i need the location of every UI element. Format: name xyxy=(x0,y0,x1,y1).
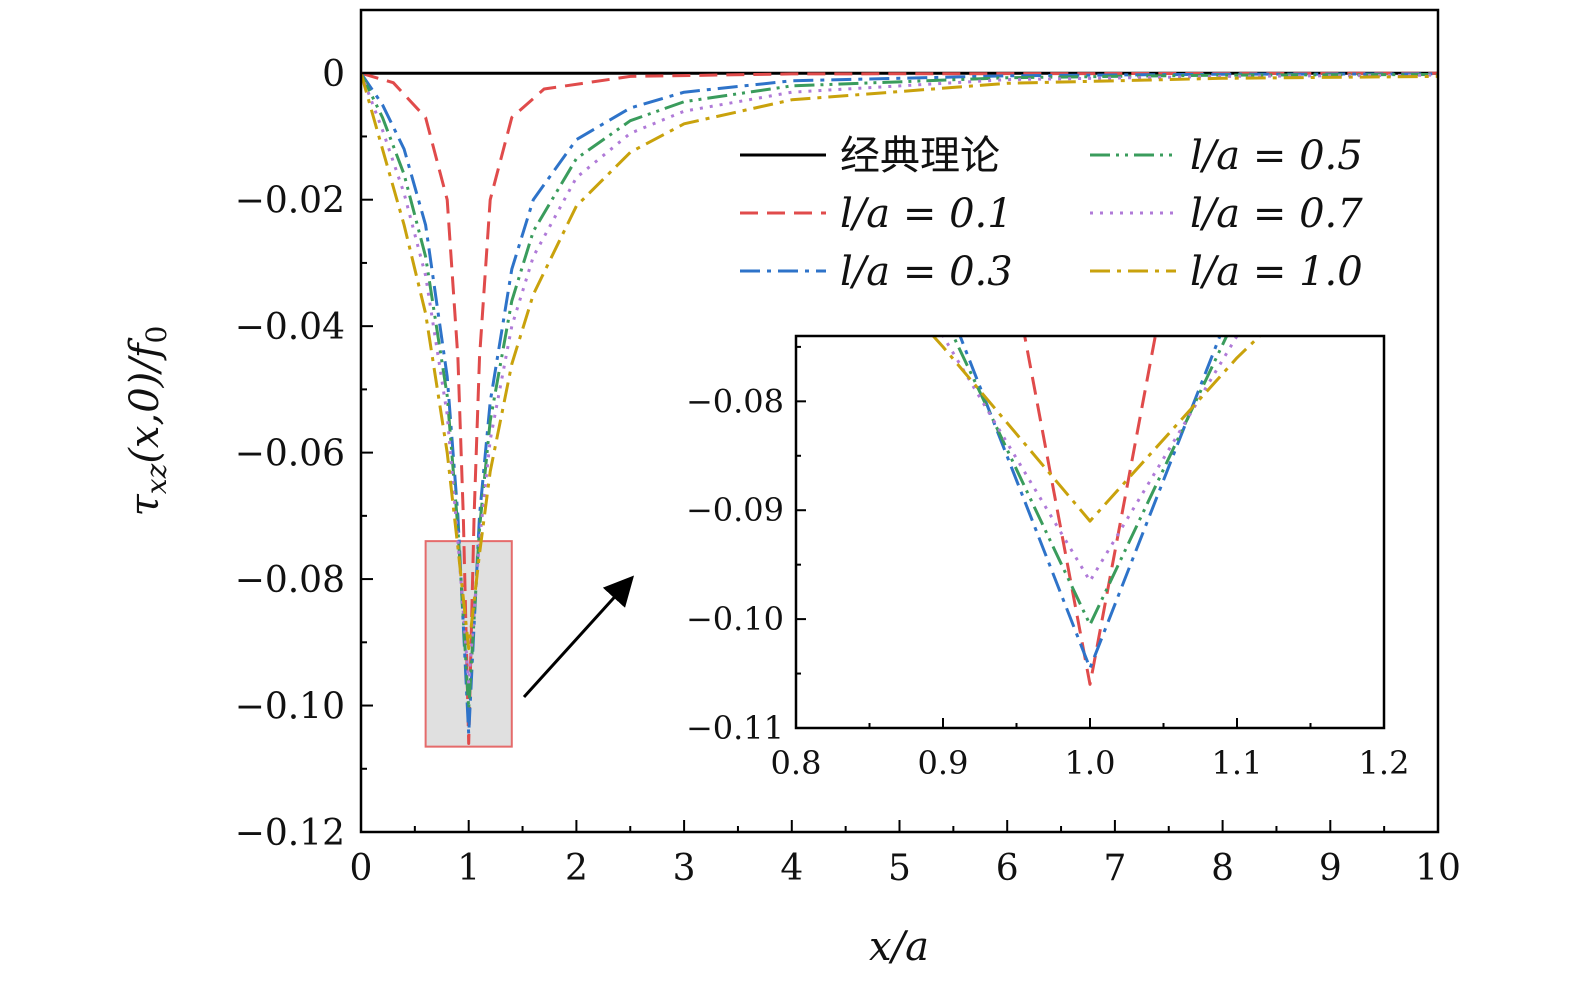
x-tick-label: 6 xyxy=(996,848,1019,889)
x-tick-label: 0 xyxy=(350,848,373,889)
y-tick-label: −0.06 xyxy=(235,434,345,475)
legend-label-1: l/a = 0.1 xyxy=(840,191,1013,237)
y-axis-title-subscript-zero: 0 xyxy=(140,326,173,344)
x-tick-label: 10 xyxy=(1415,848,1461,889)
y-axis-title: τxz(x,0)/f0 xyxy=(122,326,173,517)
y-tick-label: −0.08 xyxy=(235,560,345,601)
inset-y-tick-label: −0.11 xyxy=(686,709,784,747)
legend-label-5: l/a = 1.0 xyxy=(1190,249,1363,295)
x-tick-label: 5 xyxy=(888,848,911,889)
x-tick-label: 4 xyxy=(780,848,803,889)
inset-y-tick-label: −0.10 xyxy=(686,600,784,638)
inset-y-tick-label: −0.08 xyxy=(686,382,784,420)
legend-label-0: 经典理论 xyxy=(840,133,1000,179)
x-axis-title: x/a xyxy=(869,924,929,970)
y-tick-label: −0.04 xyxy=(235,307,345,348)
inset-background xyxy=(796,336,1384,728)
main-axis-ticks: 0 1 2 3 4 5 6 7 8 9 10 0 −0.02 −0.04 −0.06 −0.08 −0.10 −0… xyxy=(235,54,1461,889)
x-tick-label: 8 xyxy=(1211,848,1234,889)
x-tick-label: 1 xyxy=(457,848,480,889)
legend-label-4: l/a = 0.7 xyxy=(1190,191,1363,237)
inset-y-tick-label: −0.09 xyxy=(686,491,784,529)
series-line-5 xyxy=(361,72,1438,651)
inset-axis-ticks: 0.8 0.9 1.0 1.1 1.2 −0.08 −0.09 −0.10 −0.11 xyxy=(686,345,1410,782)
y-tick-label: −0.12 xyxy=(235,813,345,854)
x-tick-label: 9 xyxy=(1319,848,1342,889)
x-tick-label: 7 xyxy=(1103,848,1126,889)
y-axis-title-symbol: τ xyxy=(122,493,168,516)
series-line-2 xyxy=(361,72,1438,736)
y-axis-title-args: (x,0)/f xyxy=(122,337,168,463)
inset-x-tick-label: 1.1 xyxy=(1212,744,1263,782)
legend: 经典理论 l/a = 0.1 l/a = 0.3 l/a = 0.5 l/a = 0.7… xyxy=(740,133,1363,295)
inset-x-tick-label: 1.2 xyxy=(1359,744,1410,782)
inset-x-tick-label: 0.8 xyxy=(771,744,822,782)
zoom-arrow xyxy=(522,575,635,699)
inset-x-tick-label: 0.9 xyxy=(918,744,969,782)
series-line-3 xyxy=(361,72,1438,711)
inset-x-tick-label: 1.0 xyxy=(1065,744,1116,782)
x-tick-label: 2 xyxy=(565,848,588,889)
legend-label-3: l/a = 0.5 xyxy=(1190,133,1363,179)
y-tick-label: −0.10 xyxy=(235,687,345,728)
legend-label-2: l/a = 0.3 xyxy=(840,249,1013,295)
y-axis-title-subscript: xz xyxy=(140,463,173,494)
series-line-1 xyxy=(361,71,1438,745)
main-series-group xyxy=(361,71,1438,745)
y-tick-label: −0.02 xyxy=(235,181,345,222)
y-tick-label: 0 xyxy=(322,54,345,95)
x-tick-label: 3 xyxy=(673,848,696,889)
